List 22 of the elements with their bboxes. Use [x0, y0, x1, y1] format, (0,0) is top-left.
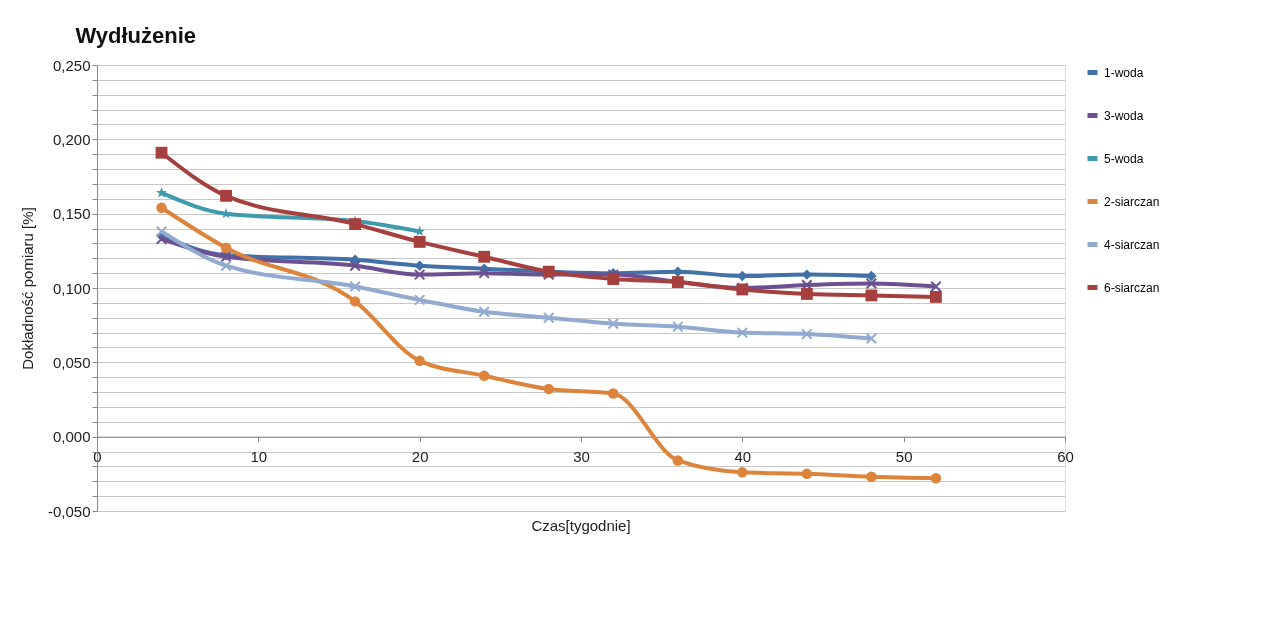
- x-tick-label: 40: [734, 448, 752, 466]
- x-tick-label: 20: [411, 448, 429, 466]
- y-tick-label: 0,050: [52, 353, 91, 371]
- chart-title: Wydłużenie: [75, 23, 197, 48]
- y-tick-label: 0,000: [52, 428, 91, 446]
- x-tick-label: 10: [250, 448, 268, 466]
- y-tick-label: 0,200: [52, 130, 91, 148]
- x-tick-label: 30: [573, 448, 590, 466]
- legend-label: 5-woda: [1104, 151, 1144, 166]
- y-tick-label: -0,050: [47, 502, 91, 520]
- x-axis-title: Czas[tygodnie]: [531, 517, 631, 534]
- x-tick-label: 50: [895, 448, 913, 466]
- x-tick-label: 60: [1057, 448, 1074, 466]
- y-tick-label: 0,100: [52, 279, 91, 297]
- y-axis-title: Dokładność pomiaru [%]: [18, 207, 36, 370]
- y-tick-label: 0,150: [52, 205, 91, 223]
- legend-label: 3-woda: [1104, 108, 1144, 123]
- legend-label: 2-siarczan: [1104, 194, 1160, 209]
- legend-label: 6-siarczan: [1104, 280, 1160, 295]
- legend-label: 4-siarczan: [1104, 237, 1160, 252]
- legend-label: 1-woda: [1104, 65, 1144, 80]
- y-tick-label: 0,250: [52, 56, 91, 74]
